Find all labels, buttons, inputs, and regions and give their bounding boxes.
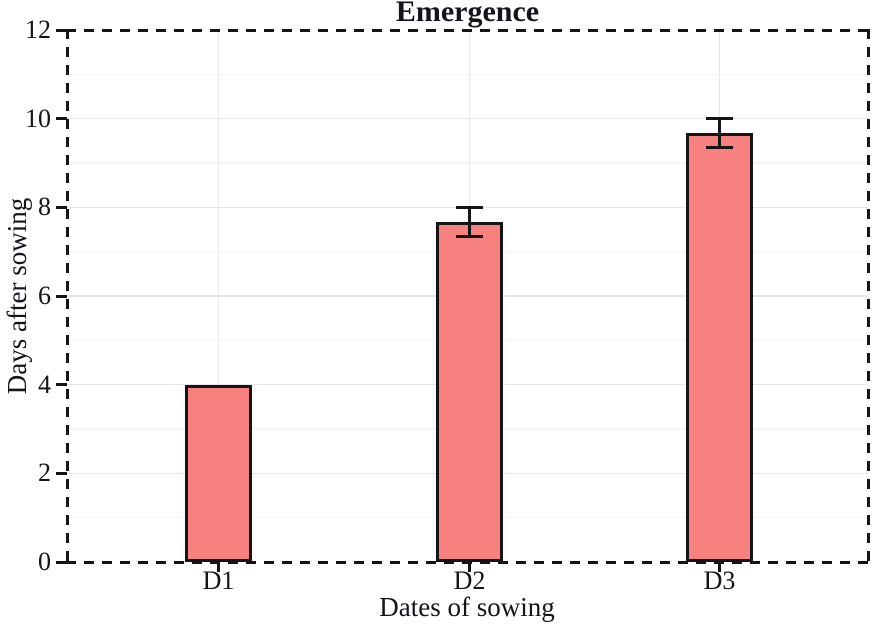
plot-frame-bottom bbox=[65, 560, 870, 564]
y-tick-label: 4 bbox=[38, 369, 51, 399]
y-axis-tick-mark bbox=[56, 117, 67, 121]
y-tick-label: 0 bbox=[38, 547, 51, 576]
gridline-major-horizontal bbox=[67, 117, 868, 120]
x-axis-title: Dates of sowing bbox=[379, 592, 555, 622]
y-axis-tick-mark bbox=[56, 383, 67, 387]
plot-frame-top bbox=[65, 28, 870, 32]
bar-d1 bbox=[185, 384, 252, 562]
bar-d2 bbox=[436, 221, 503, 562]
chart-title: Emergence bbox=[395, 0, 540, 28]
y-axis-tick-mark bbox=[56, 294, 67, 298]
x-axis-tick-mark bbox=[217, 562, 220, 572]
y-tick-label: 6 bbox=[38, 281, 51, 310]
y-tick-label: 2 bbox=[38, 458, 51, 488]
y-axis-tick-mark bbox=[56, 28, 67, 32]
y-tick-label: 8 bbox=[38, 192, 51, 222]
x-axis-tick-mark bbox=[718, 562, 721, 572]
gridline-vertical bbox=[217, 30, 220, 562]
gridline-minor-horizontal bbox=[67, 73, 868, 76]
x-tick-label: D2 bbox=[453, 566, 486, 595]
gridline-minor-horizontal bbox=[67, 162, 868, 164]
error-bar-cap-top-d2 bbox=[456, 205, 483, 209]
plot-frame-right bbox=[866, 28, 870, 564]
x-tick-label: D3 bbox=[703, 566, 736, 595]
y-tick-label: 12 bbox=[25, 15, 51, 44]
x-tick-label: D1 bbox=[202, 566, 235, 595]
bar-d3 bbox=[686, 133, 753, 562]
error-bar-cap-top-d3 bbox=[706, 117, 733, 121]
error-bar-line-d3 bbox=[718, 118, 721, 148]
x-axis-tick-mark bbox=[468, 562, 471, 572]
y-axis-tick-mark bbox=[56, 471, 67, 475]
y-axis-tick-mark bbox=[56, 205, 67, 209]
error-bar-cap-bottom-d2 bbox=[456, 235, 483, 239]
plot-frame-left bbox=[65, 28, 69, 564]
error-bar-cap-bottom-d3 bbox=[706, 146, 733, 150]
error-bar-line-d2 bbox=[468, 207, 471, 237]
y-axis-tick-mark bbox=[56, 560, 67, 564]
y-tick-label: 10 bbox=[25, 103, 51, 133]
